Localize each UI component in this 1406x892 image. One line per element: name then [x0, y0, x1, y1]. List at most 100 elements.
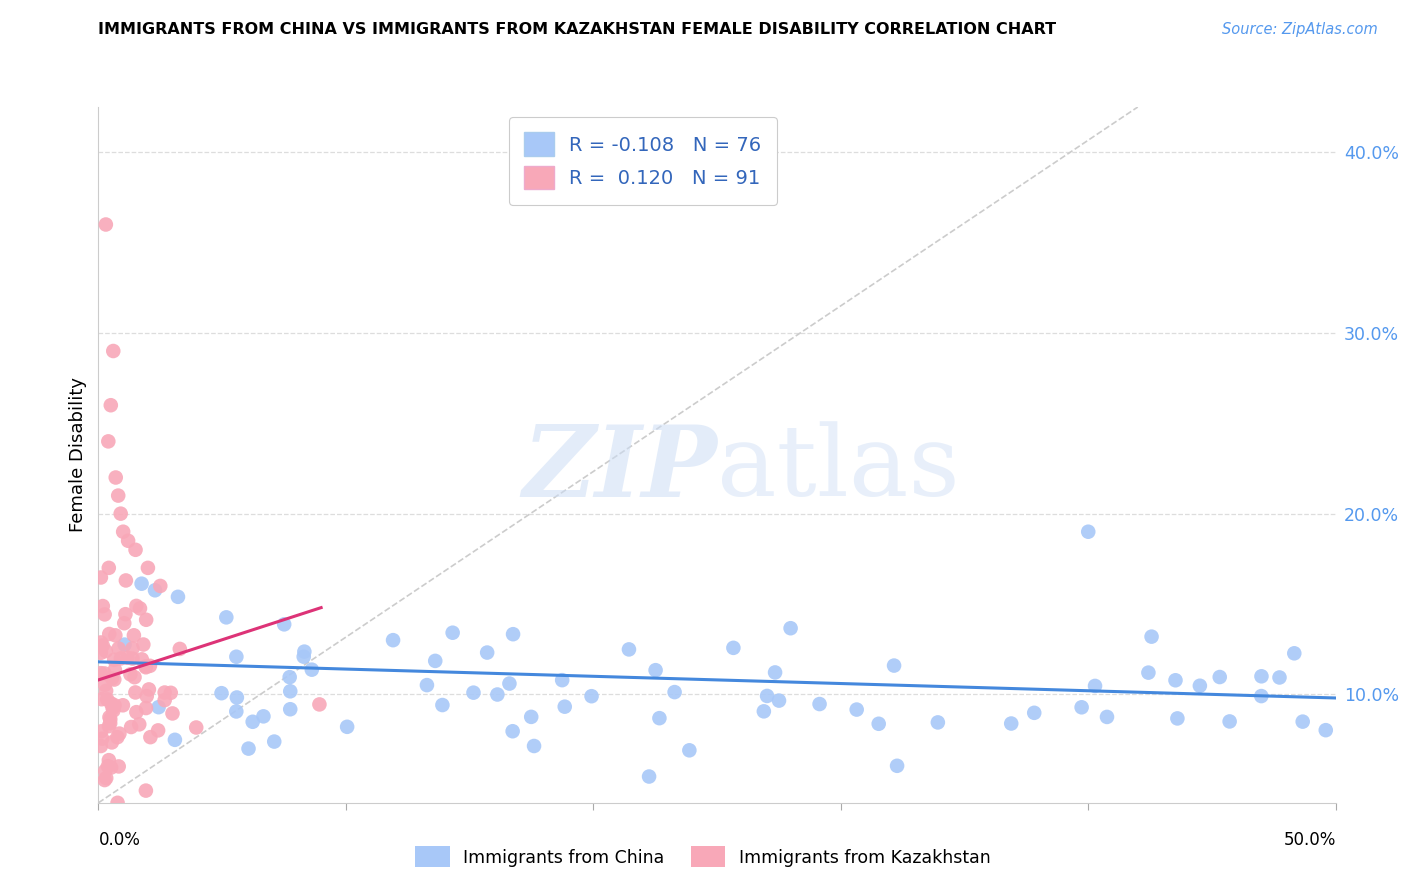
Point	[122, 628, 145, 642]
Point	[153, 685, 176, 699]
Point	[498, 676, 520, 690]
Point	[103, 704, 125, 718]
Point	[98, 627, 121, 641]
Point	[143, 583, 166, 598]
Point	[100, 697, 122, 711]
Point	[121, 641, 143, 656]
Point	[90, 646, 112, 660]
Text: 50.0%: 50.0%	[1284, 830, 1336, 848]
Point	[808, 697, 831, 711]
Point	[463, 686, 485, 700]
Point	[132, 638, 155, 652]
Point	[103, 344, 125, 359]
Point	[1095, 710, 1118, 724]
Point	[225, 649, 247, 664]
Point	[763, 665, 786, 680]
Point	[96, 771, 118, 785]
Point	[1140, 630, 1163, 644]
Point	[292, 649, 315, 664]
Point	[97, 719, 120, 733]
Point	[101, 735, 124, 749]
Point	[1250, 689, 1272, 703]
Point	[273, 617, 295, 632]
Text: ZIP: ZIP	[522, 421, 717, 517]
Point	[94, 218, 117, 232]
Point	[211, 686, 233, 700]
Point	[225, 705, 247, 719]
Point	[502, 724, 524, 739]
Point	[1250, 669, 1272, 683]
Point	[644, 663, 666, 677]
Point	[162, 706, 184, 721]
Point	[441, 625, 464, 640]
Point	[167, 590, 190, 604]
Point	[105, 730, 128, 744]
Point	[91, 639, 114, 653]
Point	[1070, 700, 1092, 714]
Point	[1209, 670, 1232, 684]
Point	[678, 743, 700, 757]
Point	[135, 701, 157, 715]
Point	[292, 645, 315, 659]
Point	[301, 663, 323, 677]
Point	[1219, 714, 1241, 729]
Point	[104, 628, 127, 642]
Point	[124, 670, 146, 684]
Point	[107, 796, 129, 810]
Point	[114, 638, 136, 652]
Point	[103, 653, 125, 667]
Text: atlas: atlas	[717, 421, 960, 516]
Point	[617, 642, 640, 657]
Point	[97, 561, 120, 575]
Point	[139, 658, 162, 673]
Point	[90, 635, 112, 649]
Point	[125, 599, 148, 613]
Point	[91, 731, 114, 746]
Point	[93, 607, 115, 622]
Point	[278, 702, 301, 716]
Point	[1000, 716, 1022, 731]
Point	[1292, 714, 1315, 729]
Point	[502, 627, 524, 641]
Point	[124, 685, 146, 699]
Point	[117, 533, 139, 548]
Point	[886, 759, 908, 773]
Point	[107, 489, 129, 503]
Point	[523, 739, 546, 753]
Point	[868, 716, 890, 731]
Point	[90, 724, 112, 739]
Point	[90, 739, 112, 753]
Text: 0.0%: 0.0%	[98, 830, 141, 848]
Point	[845, 702, 868, 716]
Point	[1284, 646, 1306, 660]
Legend: Immigrants from China, Immigrants from Kazakhstan: Immigrants from China, Immigrants from K…	[408, 839, 998, 874]
Point	[94, 764, 117, 778]
Point	[638, 770, 661, 784]
Point	[1315, 723, 1337, 738]
Point	[153, 693, 176, 707]
Point	[238, 741, 260, 756]
Point	[135, 689, 157, 703]
Point	[104, 470, 127, 484]
Point	[278, 684, 301, 698]
Point	[98, 716, 121, 731]
Point	[308, 698, 330, 712]
Point	[110, 651, 132, 665]
Point	[475, 646, 498, 660]
Point	[131, 576, 153, 591]
Point	[90, 666, 112, 681]
Point	[163, 732, 186, 747]
Point	[263, 734, 285, 748]
Point	[107, 759, 129, 773]
Point	[139, 730, 162, 744]
Point	[883, 658, 905, 673]
Point	[1166, 711, 1188, 725]
Point	[416, 678, 439, 692]
Point	[101, 672, 124, 686]
Point	[98, 712, 121, 726]
Point	[131, 652, 153, 666]
Point	[1164, 673, 1187, 688]
Point	[104, 663, 127, 677]
Point	[148, 700, 170, 714]
Point	[432, 698, 454, 712]
